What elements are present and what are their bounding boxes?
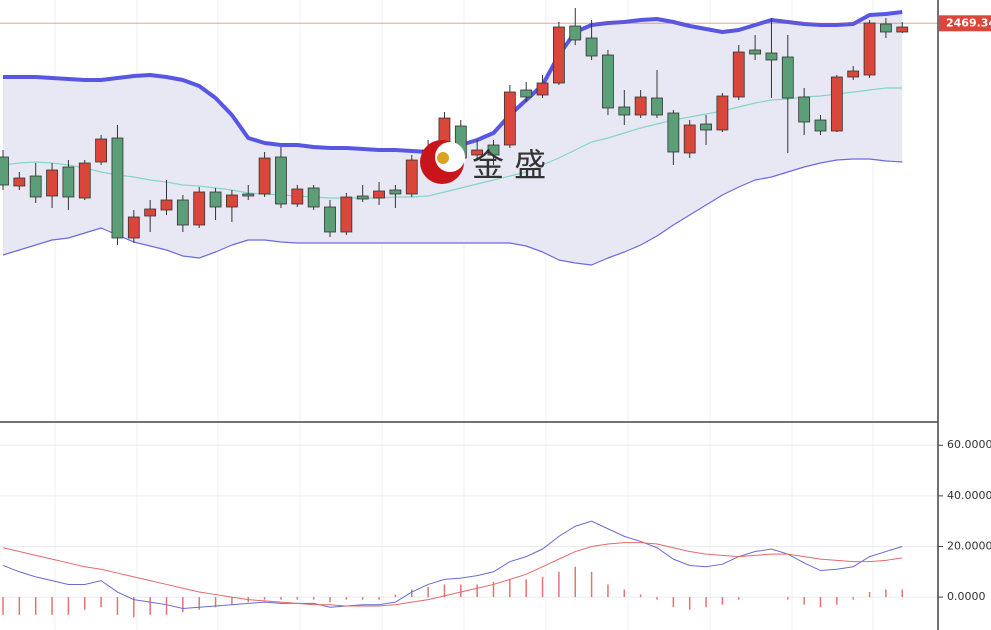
last-price-tag [939,15,991,32]
plot [0,8,938,618]
candle-body [569,25,582,41]
candle-body [749,49,761,55]
candle-body [0,156,9,186]
candle-body [95,138,107,163]
y-tick-label: 0.0000 [947,590,986,603]
y-tick-label: 20.0000 [947,539,991,552]
candle-body [683,124,696,154]
candle-body [503,91,516,146]
candle-body [144,208,157,217]
candle-body [209,191,222,208]
candle-body [700,123,712,131]
band-line [2,87,903,199]
watermark: 金 盛 [472,146,546,184]
candle-body [798,96,811,123]
candle-body [585,37,598,57]
candle-body [880,23,892,33]
candle-body [176,199,189,226]
candle-body [553,26,565,84]
candle-body [618,106,631,116]
candle-body [896,26,909,33]
candle-body [29,175,42,198]
candle-body [46,169,58,197]
macd-line [2,520,903,609]
candle-body [389,189,402,195]
candle-body [193,191,206,226]
candle-body [275,156,287,205]
candle-body [78,162,91,199]
candle-body [340,196,353,233]
candle-body [111,137,124,239]
candle-body [356,195,369,200]
candle-body [405,159,418,195]
candle-body [651,97,663,116]
candle-body [765,52,778,61]
candle-body [373,190,385,199]
candle-body [830,76,843,132]
candle-body [716,95,729,131]
candle-body [291,188,304,205]
candle-body [814,119,827,132]
candle-body [781,56,794,99]
candle-body [324,206,336,233]
candle-body [307,187,320,208]
candle-body [13,177,26,187]
band-line [2,158,903,266]
candle-body [536,82,549,96]
candle-body [634,96,647,116]
candle-body [667,112,680,153]
y-tick-label: 40.0000 [947,489,991,502]
candle-body [225,194,238,208]
candle-body [520,89,533,98]
candle-body [487,144,500,156]
candle-body [847,70,860,78]
candle-body [732,51,745,98]
candle-body [242,193,255,197]
candle-body [258,157,271,195]
macd-line [2,542,903,607]
candle-body [602,54,614,109]
logo [420,140,465,184]
candle-body [471,149,484,156]
candle-body [127,216,140,239]
y-tick-label: 60.0000 [947,438,991,451]
candle-body [62,166,75,198]
last-price-label: 2469.34 [946,16,991,29]
candle-body [863,22,876,76]
candle-body [160,199,173,211]
